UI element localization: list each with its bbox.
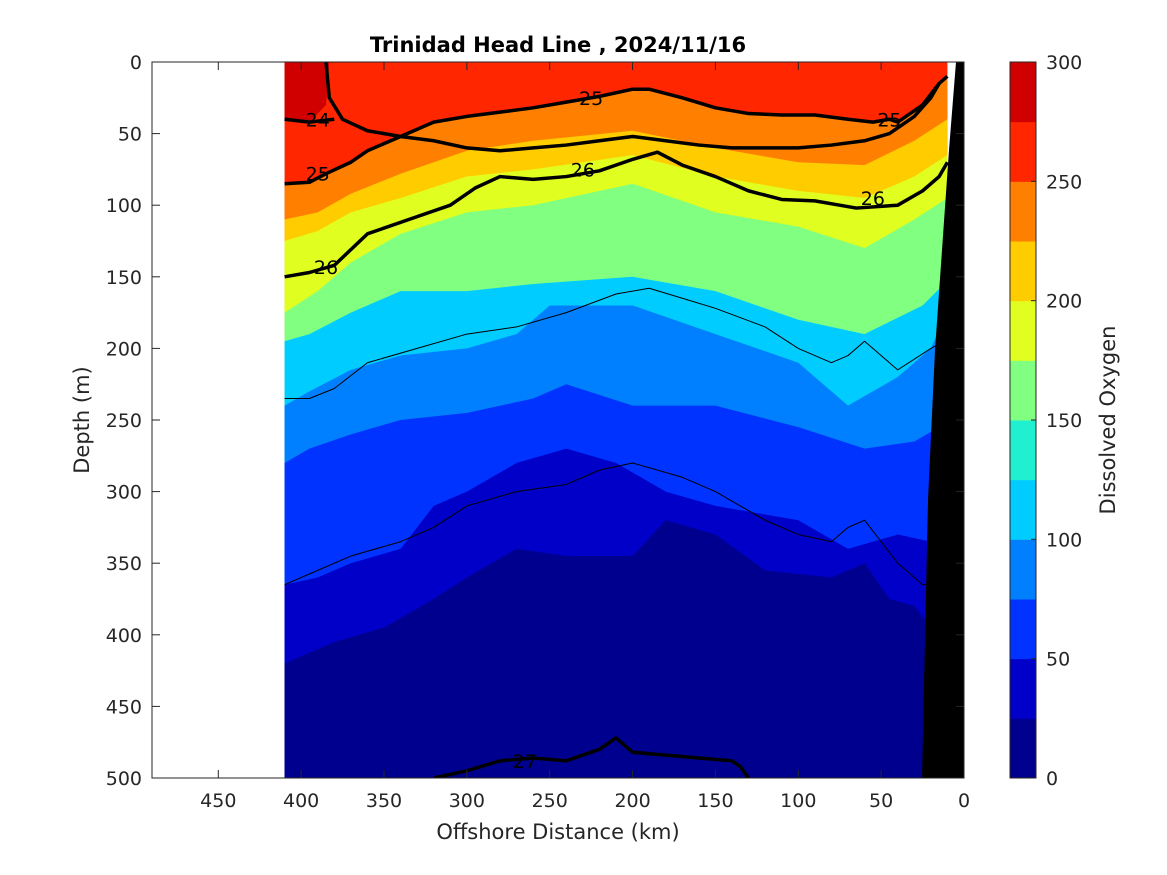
y-tick-label-7: 350 — [106, 553, 142, 575]
contour-lines — [284, 62, 949, 778]
y-tick-label-4: 200 — [106, 338, 142, 360]
y-tick-label-6: 300 — [106, 482, 142, 504]
colorbar-label: Dissolved Oxygen — [1096, 326, 1120, 515]
y-tick-label-9: 450 — [106, 696, 142, 718]
x-tick-label-9: 0 — [958, 790, 970, 812]
colorbar-tick-label-1: 50 — [1046, 649, 1070, 671]
contour-label-0: 24 — [306, 109, 330, 131]
colorbar: 0 50 100 150 200 250 300 — [1009, 52, 1082, 790]
colorbar-segment-0 — [1010, 718, 1036, 779]
colorbar-segment-2 — [1010, 599, 1036, 660]
density-contour-5 — [284, 462, 945, 586]
density-contour-2 — [284, 74, 949, 186]
x-tick-label-1: 400 — [283, 790, 319, 812]
y-tick-label-2: 100 — [106, 195, 142, 217]
colorbar-segment-10 — [1010, 121, 1036, 182]
x-tick-label-5: 200 — [614, 790, 650, 812]
colorbar-segment-6 — [1010, 360, 1036, 421]
density-contour-0 — [324, 62, 941, 153]
colorbar-segment-1 — [1010, 658, 1036, 719]
y-tick-label-1: 50 — [118, 124, 142, 146]
colorbar-tick-label-5: 250 — [1046, 171, 1082, 193]
density-contour-4 — [284, 287, 945, 400]
contour-label-2: 25 — [877, 109, 901, 131]
colorbar-tick-label-3: 150 — [1046, 410, 1082, 432]
filled-contours — [284, 62, 948, 778]
y-tick-label-10: 500 — [106, 768, 142, 790]
y-tick-label-3: 150 — [106, 267, 142, 289]
y-axis: 0 50 100 150 200 250 300 350 400 450 500 — [106, 52, 964, 790]
x-tick-label-3: 300 — [449, 790, 485, 812]
density-contour-6 — [433, 736, 750, 778]
contour-labels: 24 25 25 25 26 26 26 27 — [306, 88, 902, 773]
density-contour-3 — [284, 150, 949, 279]
colorbar-segment-8 — [1010, 241, 1036, 302]
contour-label-5: 26 — [861, 188, 885, 210]
x-tick-label-8: 50 — [869, 790, 893, 812]
colorbar-tick-label-6: 300 — [1046, 52, 1082, 74]
contour-label-7: 27 — [513, 751, 537, 773]
x-tick-label-4: 250 — [532, 790, 568, 812]
x-axis-label: Offshore Distance (km) — [436, 820, 679, 844]
colorbar-segment-7 — [1010, 300, 1036, 361]
colorbar-tick-label-4: 200 — [1046, 291, 1082, 313]
y-tick-label-5: 250 — [106, 410, 142, 432]
y-axis-label: Depth (m) — [70, 366, 94, 473]
colorbar-segment-11 — [1010, 62, 1036, 123]
y-tick-label-8: 400 — [106, 625, 142, 647]
colorbar-tick-label-2: 100 — [1046, 529, 1082, 551]
fill-band-25 — [284, 520, 940, 778]
x-tick-label-2: 350 — [366, 790, 402, 812]
colorbar-segment-4 — [1010, 479, 1036, 540]
density-contour-1 — [284, 117, 335, 124]
colorbar-segment-9 — [1010, 181, 1036, 242]
x-tick-label-0: 450 — [200, 790, 236, 812]
fill-band-surface-0 — [284, 62, 330, 123]
chart-title: Trinidad Head Line , 2024/11/16 — [370, 33, 746, 57]
x-tick-label-7: 100 — [780, 790, 816, 812]
y-tick-label-0: 0 — [130, 52, 142, 74]
contour-label-4: 26 — [571, 159, 595, 181]
contour-label-6: 26 — [314, 257, 338, 279]
colorbar-tick-label-0: 0 — [1046, 768, 1058, 790]
seafloor — [922, 62, 964, 778]
contour-label-1: 25 — [579, 88, 603, 110]
fill-band-0 — [417, 720, 898, 778]
colorbar-segment-3 — [1010, 539, 1036, 600]
contour-label-3: 25 — [306, 164, 330, 186]
plot-area: 24 25 25 25 26 26 26 27 — [152, 62, 964, 778]
x-tick-label-6: 150 — [697, 790, 733, 812]
x-axis: 450 400 350 300 250 200 150 100 50 0 — [200, 62, 970, 812]
colorbar-segment-5 — [1010, 420, 1036, 481]
